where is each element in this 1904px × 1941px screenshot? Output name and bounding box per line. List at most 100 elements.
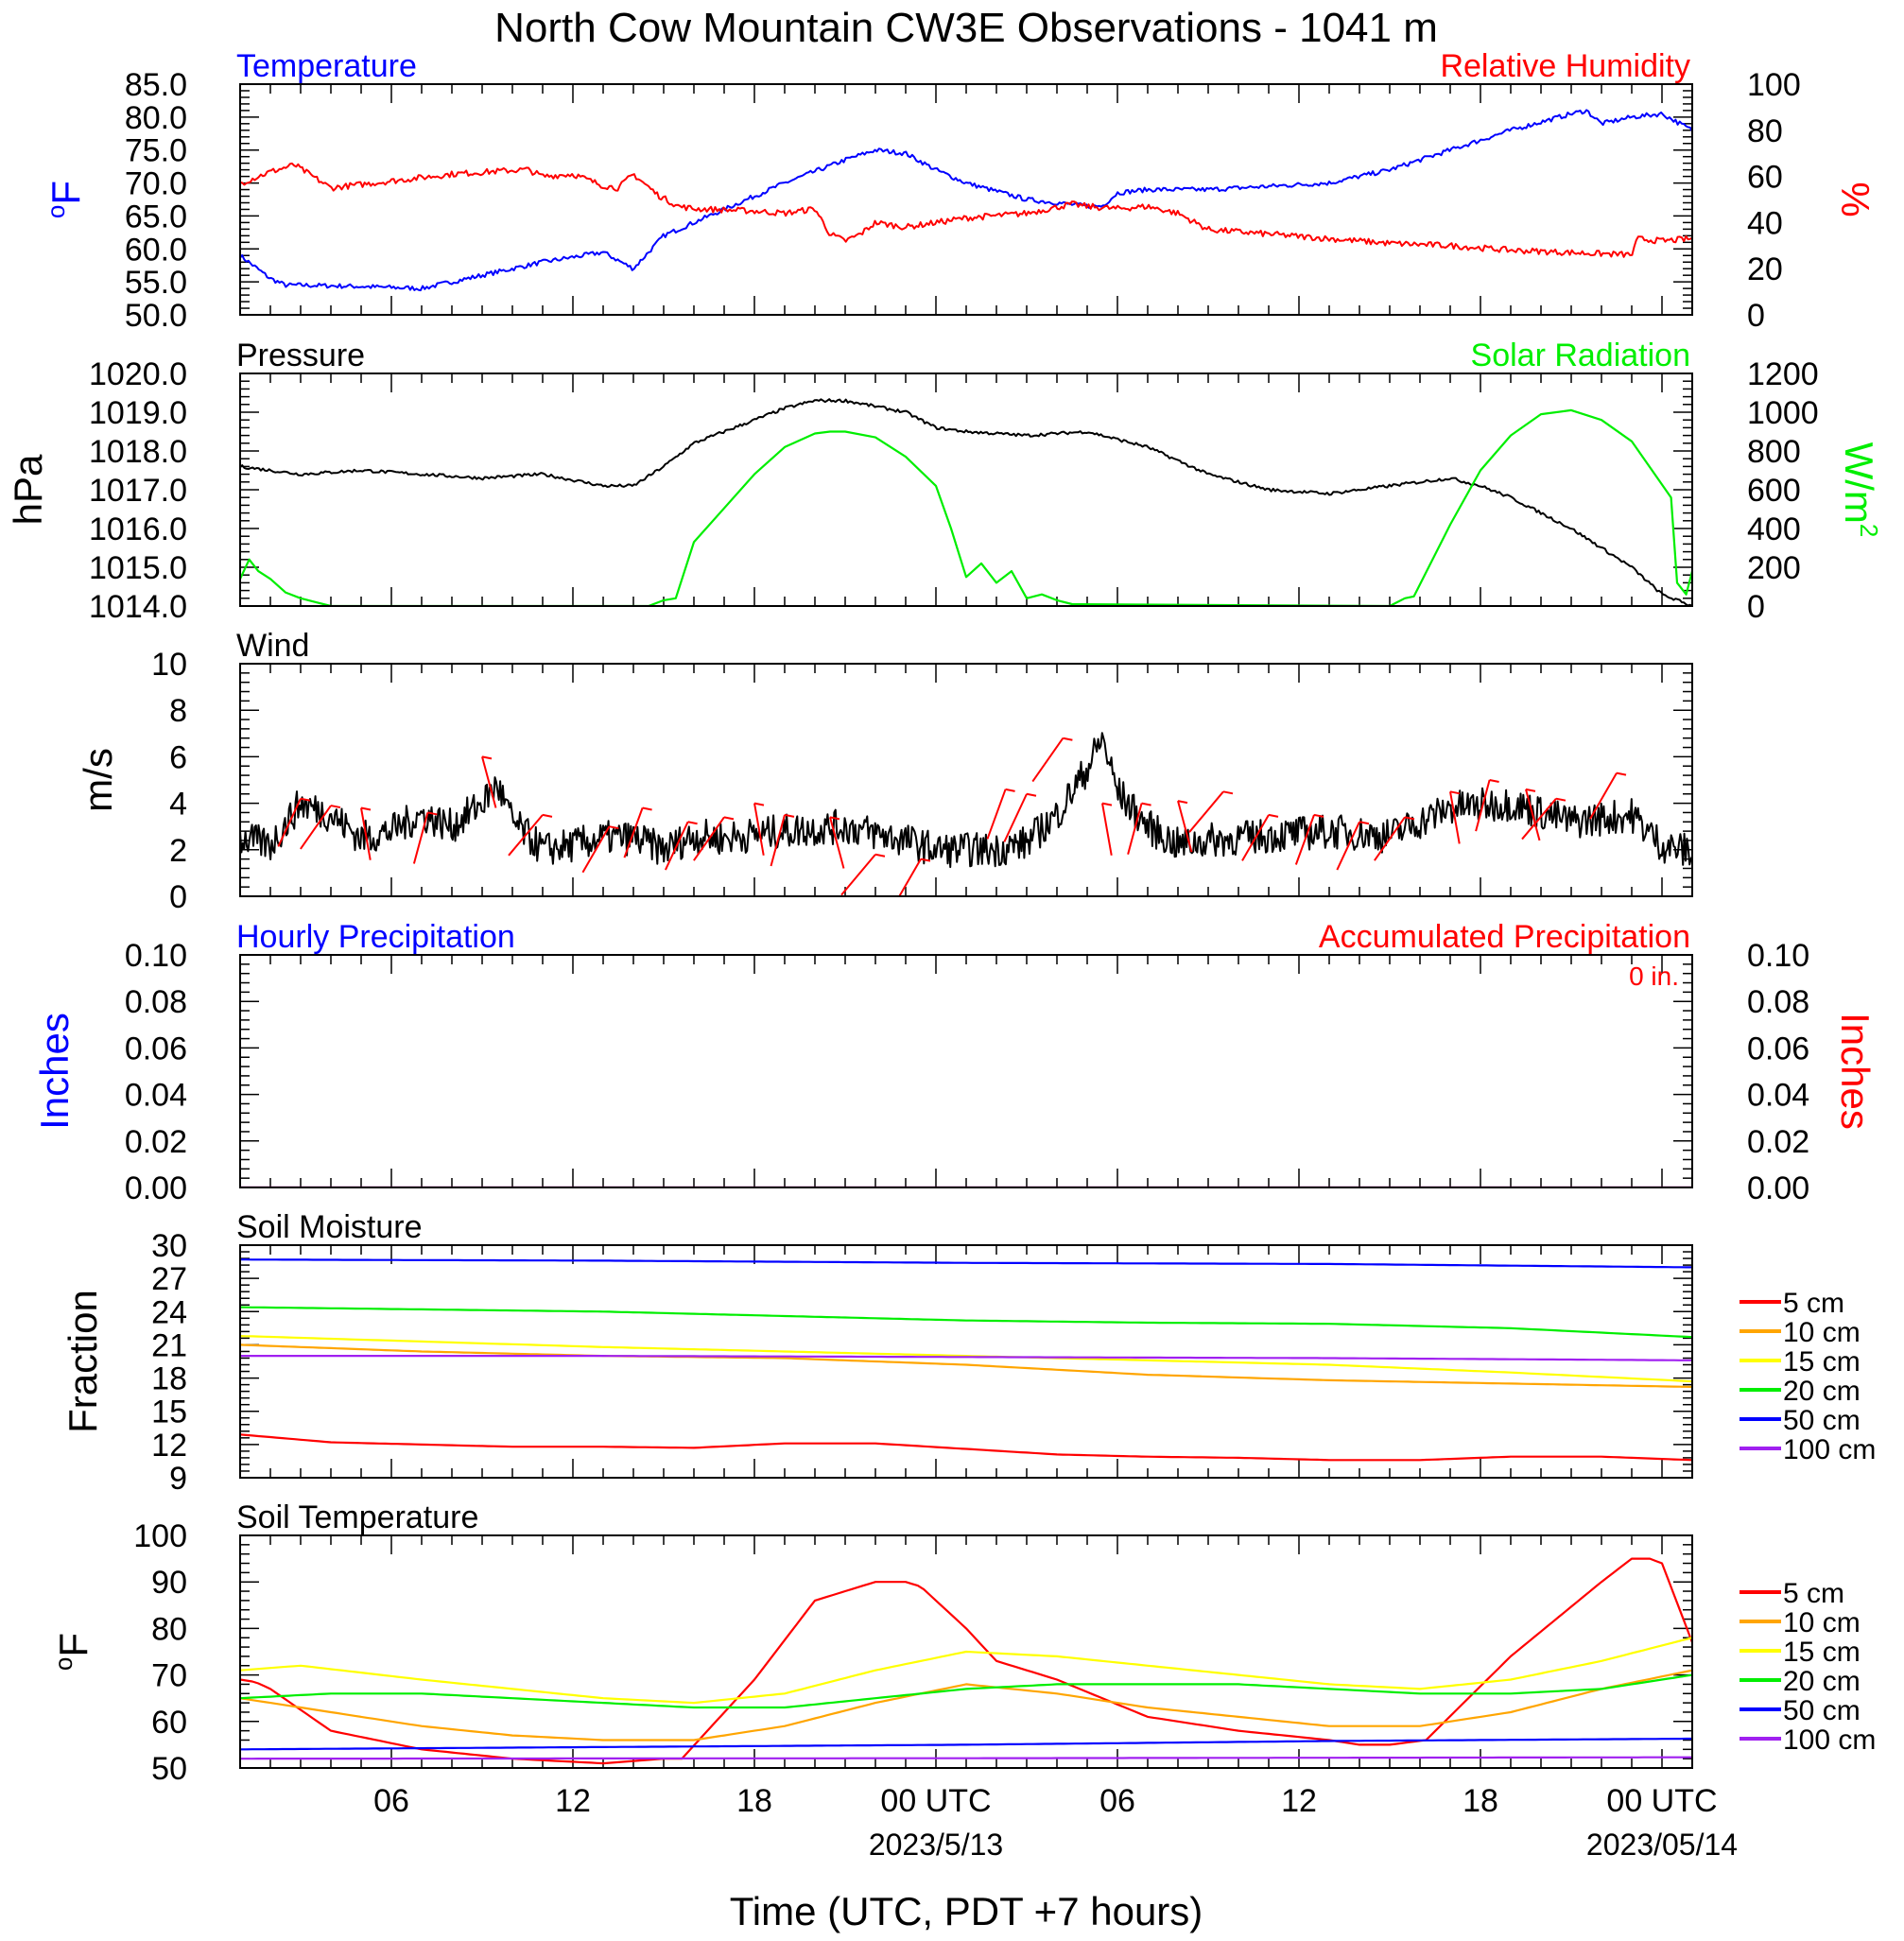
wind-barb-flag bbox=[829, 816, 840, 821]
y-tick-label-left: 2 bbox=[169, 833, 187, 869]
y-tick-label-left: 18 bbox=[151, 1361, 187, 1397]
series-line-temperature bbox=[240, 109, 1692, 292]
y-tick-label-right: 0.10 bbox=[1747, 938, 1809, 974]
wind-barb bbox=[1525, 788, 1541, 841]
wind-barb-staff bbox=[1521, 798, 1557, 841]
y-tick-label-left: 50 bbox=[151, 1751, 187, 1787]
legend-entry: 20 cm bbox=[1740, 1376, 1861, 1407]
legend-entry: 5 cm bbox=[1740, 1578, 1844, 1609]
wind-barb-staff bbox=[1188, 790, 1224, 833]
x-tick-label: 00 UTC bbox=[1606, 1783, 1717, 1819]
wind-barb bbox=[1177, 800, 1193, 853]
series-line-10-cm bbox=[240, 1343, 1692, 1388]
y-axis-title-left: Fraction bbox=[61, 1290, 105, 1433]
wind-barb-staff bbox=[1003, 793, 1028, 842]
legend-label: 10 cm bbox=[1783, 1317, 1861, 1348]
y-tick-label-left: 10 bbox=[151, 647, 187, 683]
wind-barb-flag bbox=[874, 853, 886, 858]
y-axis-title-right: Inches bbox=[1833, 1013, 1878, 1130]
wind-barb-flag bbox=[1489, 779, 1499, 783]
legend-label: 50 cm bbox=[1783, 1405, 1861, 1436]
wind-barb-flag bbox=[723, 816, 735, 821]
y-tick-label-left: 60.0 bbox=[125, 232, 187, 268]
y-tick-label-left: 80 bbox=[151, 1611, 187, 1647]
series-line-5-cm bbox=[240, 1433, 1692, 1462]
y-tick-label-right: 0.02 bbox=[1747, 1124, 1809, 1160]
x-tick-label: 06 bbox=[373, 1783, 409, 1819]
y-tick-label-left: 65.0 bbox=[125, 199, 187, 234]
wind-barb-flag bbox=[1359, 821, 1370, 825]
wind-barb-flag bbox=[1313, 813, 1324, 818]
legend-label: 100 cm bbox=[1783, 1434, 1876, 1465]
unit-f: F bbox=[43, 181, 88, 205]
panel-title-right: Accumulated Precipitation bbox=[1319, 919, 1690, 955]
y-tick-label-left: 0.04 bbox=[125, 1078, 187, 1114]
wind-barb bbox=[898, 858, 931, 896]
y-tick-label-right: 0.04 bbox=[1747, 1078, 1809, 1114]
wind-barb-staff bbox=[1449, 791, 1461, 844]
wind-barb-flag bbox=[1268, 813, 1279, 818]
panel-temp_rh: 50.055.060.065.070.075.080.085.0 0 20 40 60 8… bbox=[42, 48, 1878, 334]
degree-sign: o bbox=[49, 1657, 78, 1671]
legend-label: 20 cm bbox=[1783, 1666, 1861, 1697]
wind-barb bbox=[1589, 771, 1627, 820]
y-tick-label-right: 800 bbox=[1747, 434, 1801, 470]
x-tick-label: 00 UTC bbox=[880, 1783, 991, 1819]
wind-barb-staff bbox=[1177, 800, 1193, 853]
series-line-10-cm bbox=[240, 1669, 1692, 1742]
wind-barb-staff bbox=[693, 816, 725, 861]
y-tick-label-left: 0 bbox=[169, 879, 187, 915]
y-tick-label-right: 20 bbox=[1747, 251, 1783, 287]
y-tick-label-left: 4 bbox=[169, 787, 187, 823]
y-tick-label-left: 30 bbox=[151, 1228, 187, 1264]
wind-barb-staff bbox=[360, 807, 372, 860]
y-axis-title-left: m/s bbox=[76, 748, 120, 812]
x-tick-label: 12 bbox=[555, 1783, 591, 1819]
y-tick-label-right: 80 bbox=[1747, 113, 1783, 149]
legend-label: 20 cm bbox=[1783, 1376, 1861, 1407]
wind-barb-flag bbox=[687, 821, 698, 825]
wind-barb-staff bbox=[1589, 772, 1618, 820]
wind-barb bbox=[986, 788, 1015, 840]
series-line-100-cm bbox=[240, 1355, 1692, 1361]
wind-barb-staff bbox=[623, 807, 644, 858]
wind-barb-flag bbox=[360, 806, 372, 811]
y-tick-label-left: 15 bbox=[151, 1395, 187, 1430]
x-tick-date-label: 2023/5/13 bbox=[869, 1828, 1003, 1862]
legend-label: 5 cm bbox=[1783, 1288, 1844, 1319]
y-tick-label-left: 80.0 bbox=[125, 100, 187, 136]
wind-barb bbox=[1294, 813, 1324, 865]
wind-barb bbox=[1101, 802, 1113, 856]
wind-barb bbox=[508, 813, 553, 857]
wind-barb-staff bbox=[1031, 737, 1065, 783]
y-axis-title-left: oF bbox=[42, 181, 88, 218]
wind-barb-staff bbox=[412, 812, 429, 864]
wind-barb bbox=[665, 821, 698, 871]
wind-barb bbox=[277, 797, 311, 847]
y-tick-label-left: 0.02 bbox=[125, 1124, 187, 1160]
series-line-100-cm bbox=[240, 1756, 1692, 1760]
y-axis-title-right: W/m2 bbox=[1837, 442, 1883, 538]
wind-barb bbox=[1188, 790, 1234, 833]
panel-title-right: Solar Radiation bbox=[1471, 338, 1690, 373]
panel-pressure_solar: 1014.01015.01016.01017.01018.01019.01020… bbox=[6, 338, 1883, 625]
legend-entry: 5 cm bbox=[1740, 1288, 1844, 1319]
wind-barb bbox=[1449, 790, 1461, 844]
wind-barb bbox=[1374, 816, 1415, 861]
y-tick-label-left: 1019.0 bbox=[89, 395, 187, 431]
panel-title-left: Hourly Precipitation bbox=[236, 919, 515, 955]
wind-barb-staff bbox=[1336, 821, 1360, 871]
wind-barb bbox=[1336, 821, 1370, 871]
wind-barb-staff bbox=[665, 821, 689, 871]
series-line-50-cm bbox=[240, 1737, 1692, 1751]
wind-barb-staff bbox=[1294, 814, 1315, 865]
wind-barb bbox=[581, 825, 619, 874]
wind-barb bbox=[840, 853, 886, 896]
y-tick-label-left: 0.08 bbox=[125, 984, 187, 1020]
wind-barb-staff bbox=[1241, 814, 1270, 861]
y-tick-label-right: 200 bbox=[1747, 550, 1801, 586]
y-tick-label-right: 0.08 bbox=[1747, 984, 1809, 1020]
y-tick-label-left: 85.0 bbox=[125, 67, 187, 103]
x-tick-label: 06 bbox=[1099, 1783, 1135, 1819]
